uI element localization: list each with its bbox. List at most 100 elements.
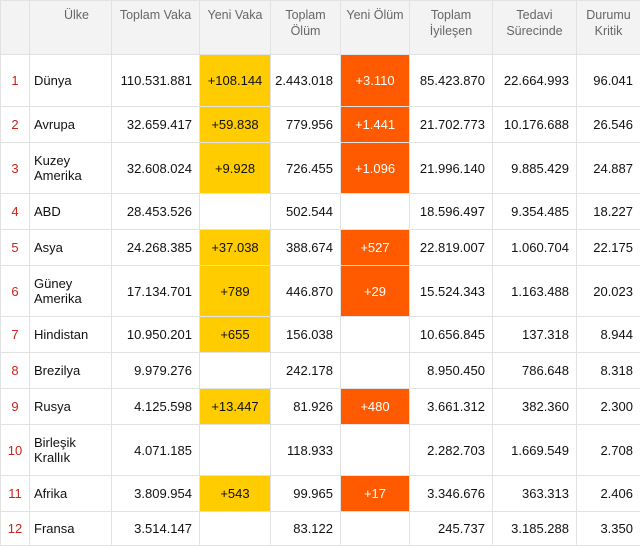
rank-cell: 3: [1, 143, 30, 194]
total-cases-cell: 4.071.185: [112, 425, 200, 476]
new-deaths-cell: [341, 317, 410, 353]
new-deaths-header[interactable]: Yeni Ölüm: [341, 1, 410, 55]
rank-cell: 5: [1, 230, 30, 266]
country-cell: Fransa: [30, 512, 112, 546]
table-row: 5 Asya 24.268.385 +37.038 388.674 +527 2…: [1, 230, 640, 266]
country-cell: Dünya: [30, 55, 112, 107]
total-recovered-cell: 85.423.870: [410, 55, 493, 107]
new-cases-cell: +37.038: [200, 230, 271, 266]
active-cell: 382.360: [493, 389, 577, 425]
new-deaths-cell: +3.110: [341, 55, 410, 107]
total-cases-cell: 4.125.598: [112, 389, 200, 425]
total-recovered-cell: 3.661.312: [410, 389, 493, 425]
total-cases-cell: 17.134.701: [112, 266, 200, 317]
table-row: 8 Brezilya 9.979.276 242.178 8.950.450 7…: [1, 353, 640, 389]
rank-cell: 7: [1, 317, 30, 353]
table-row: 11 Afrika 3.809.954 +543 99.965 +17 3.34…: [1, 476, 640, 512]
active-cell: 22.664.993: [493, 55, 577, 107]
total-deaths-header[interactable]: Toplam Ölüm: [271, 1, 341, 55]
total-recovered-cell: 3.346.676: [410, 476, 493, 512]
new-cases-cell: +59.838: [200, 107, 271, 143]
total-recovered-header[interactable]: Toplam İyileşen: [410, 1, 493, 55]
new-deaths-cell: +480: [341, 389, 410, 425]
active-cell: 137.318: [493, 317, 577, 353]
table-row: 1 Dünya 110.531.881 +108.144 2.443.018 +…: [1, 55, 640, 107]
table-row: 12 Fransa 3.514.147 83.122 245.737 3.185…: [1, 512, 640, 546]
active-header[interactable]: Tedavi Sürecinde: [493, 1, 577, 55]
new-cases-cell: +108.144: [200, 55, 271, 107]
country-cell: Brezilya: [30, 353, 112, 389]
total-cases-header[interactable]: Toplam Vaka: [112, 1, 200, 55]
total-cases-cell: 32.608.024: [112, 143, 200, 194]
total-cases-cell: 3.514.147: [112, 512, 200, 546]
rank-cell: 4: [1, 194, 30, 230]
critical-cell: 26.546: [577, 107, 640, 143]
total-recovered-cell: 245.737: [410, 512, 493, 546]
new-cases-cell: +543: [200, 476, 271, 512]
total-deaths-cell: 81.926: [271, 389, 341, 425]
new-deaths-cell: +17: [341, 476, 410, 512]
table-row: 2 Avrupa 32.659.417 +59.838 779.956 +1.4…: [1, 107, 640, 143]
total-recovered-cell: 22.819.007: [410, 230, 493, 266]
new-cases-cell: [200, 512, 271, 546]
table-row: 7 Hindistan 10.950.201 +655 156.038 10.6…: [1, 317, 640, 353]
new-deaths-cell: [341, 353, 410, 389]
new-deaths-cell: +29: [341, 266, 410, 317]
total-recovered-cell: 8.950.450: [410, 353, 493, 389]
total-deaths-cell: 156.038: [271, 317, 341, 353]
table-row: 4 ABD 28.453.526 502.544 18.596.497 9.35…: [1, 194, 640, 230]
new-deaths-cell: [341, 512, 410, 546]
rank-cell: 6: [1, 266, 30, 317]
total-cases-cell: 3.809.954: [112, 476, 200, 512]
total-deaths-cell: 388.674: [271, 230, 341, 266]
new-deaths-cell: +527: [341, 230, 410, 266]
new-cases-cell: [200, 353, 271, 389]
country-cell: Asya: [30, 230, 112, 266]
new-cases-cell: +655: [200, 317, 271, 353]
total-cases-cell: 110.531.881: [112, 55, 200, 107]
total-recovered-cell: 2.282.703: [410, 425, 493, 476]
critical-cell: 2.708: [577, 425, 640, 476]
new-deaths-cell: +1.441: [341, 107, 410, 143]
total-deaths-cell: 242.178: [271, 353, 341, 389]
rank-cell: 12: [1, 512, 30, 546]
total-cases-cell: 24.268.385: [112, 230, 200, 266]
critical-cell: 2.300: [577, 389, 640, 425]
total-deaths-cell: 83.122: [271, 512, 341, 546]
total-recovered-cell: 21.702.773: [410, 107, 493, 143]
active-cell: 1.669.549: [493, 425, 577, 476]
new-cases-cell: +9.928: [200, 143, 271, 194]
total-deaths-cell: 99.965: [271, 476, 341, 512]
country-header[interactable]: Ülke: [30, 1, 112, 55]
total-recovered-cell: 15.524.343: [410, 266, 493, 317]
rank-cell: 11: [1, 476, 30, 512]
total-deaths-cell: 2.443.018: [271, 55, 341, 107]
critical-cell: 20.023: [577, 266, 640, 317]
new-cases-cell: [200, 425, 271, 476]
total-cases-cell: 28.453.526: [112, 194, 200, 230]
active-cell: 786.648: [493, 353, 577, 389]
critical-cell: 3.350: [577, 512, 640, 546]
critical-cell: 24.887: [577, 143, 640, 194]
rank-header: [1, 1, 30, 55]
new-cases-cell: +789: [200, 266, 271, 317]
active-cell: 9.885.429: [493, 143, 577, 194]
country-cell: Kuzey Amerika: [30, 143, 112, 194]
total-recovered-cell: 10.656.845: [410, 317, 493, 353]
rank-cell: 8: [1, 353, 30, 389]
critical-cell: 96.041: [577, 55, 640, 107]
new-cases-header[interactable]: Yeni Vaka: [200, 1, 271, 55]
rank-cell: 1: [1, 55, 30, 107]
total-recovered-cell: 21.996.140: [410, 143, 493, 194]
country-cell: Afrika: [30, 476, 112, 512]
critical-cell: 8.318: [577, 353, 640, 389]
total-deaths-cell: 726.455: [271, 143, 341, 194]
active-cell: 3.185.288: [493, 512, 577, 546]
table-row: 10 Birleşik Krallık 4.071.185 118.933 2.…: [1, 425, 640, 476]
critical-cell: 8.944: [577, 317, 640, 353]
critical-header[interactable]: Durumu Kritik: [577, 1, 640, 55]
rank-cell: 9: [1, 389, 30, 425]
country-cell: Güney Amerika: [30, 266, 112, 317]
active-cell: 363.313: [493, 476, 577, 512]
